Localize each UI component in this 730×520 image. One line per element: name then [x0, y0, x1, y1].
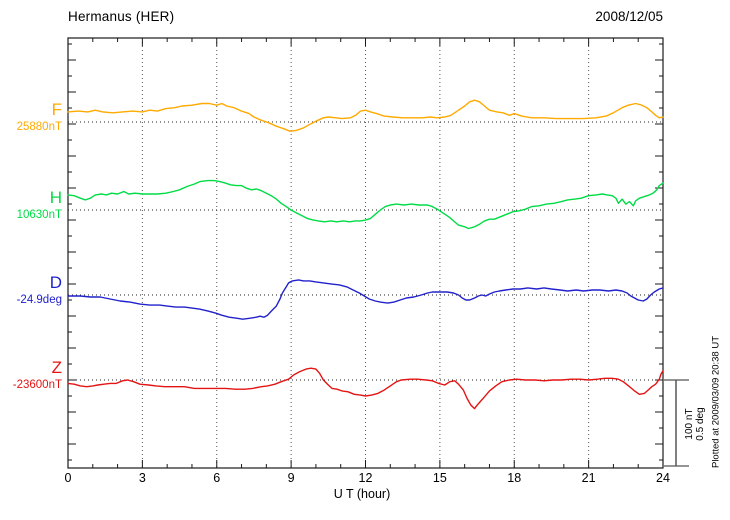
- trace-name-D: D: [49, 273, 62, 292]
- x-tick-label-9: 9: [287, 471, 295, 485]
- station-title: Hermanus (HER): [68, 9, 175, 24]
- trace-F: [67, 99, 664, 132]
- trace-label-Z: Z -23600nT: [0, 358, 62, 392]
- trace-name-F: F: [51, 100, 62, 119]
- x-tick-label-21: 21: [581, 471, 596, 485]
- x-axis-label: U T (hour): [333, 487, 391, 501]
- plotted-at-note: Plotted at 2009/03/09 20:38 UT: [710, 335, 722, 469]
- trace-H: [67, 179, 664, 230]
- trace-baseline-value-D: -24.9deg: [16, 294, 62, 306]
- trace-Z: [67, 367, 664, 410]
- trace-baseline-value-Z: -23600nT: [12, 379, 62, 391]
- trace-baseline-value-H: 10630nT: [16, 209, 62, 221]
- x-tick-label-6: 6: [213, 471, 221, 485]
- x-tick-label-0: 0: [64, 471, 72, 485]
- trace-label-H: H 10630nT: [0, 188, 62, 222]
- x-tick-label-12: 12: [358, 471, 373, 485]
- trace-label-F: F 25880nT: [0, 100, 62, 134]
- scale-bar-deg-label: 0.5 deg: [695, 407, 706, 441]
- x-tick-label-24: 24: [656, 471, 670, 485]
- x-tick-label-3: 3: [138, 471, 146, 485]
- x-tick-label-15: 15: [432, 471, 447, 485]
- date-label: 2008/12/05: [595, 9, 663, 24]
- trace-name-Z: Z: [51, 358, 62, 377]
- trace-label-D: D -24.9deg: [0, 273, 62, 307]
- trace-D: [67, 279, 664, 320]
- scale-bar-nt-label: 100 nT: [684, 408, 695, 440]
- trace-baseline-value-F: 25880nT: [16, 121, 62, 133]
- trace-name-H: H: [49, 188, 62, 207]
- x-tick-label-18: 18: [507, 471, 522, 485]
- scale-bar-label: 100 nT 0.5 deg: [684, 407, 706, 440]
